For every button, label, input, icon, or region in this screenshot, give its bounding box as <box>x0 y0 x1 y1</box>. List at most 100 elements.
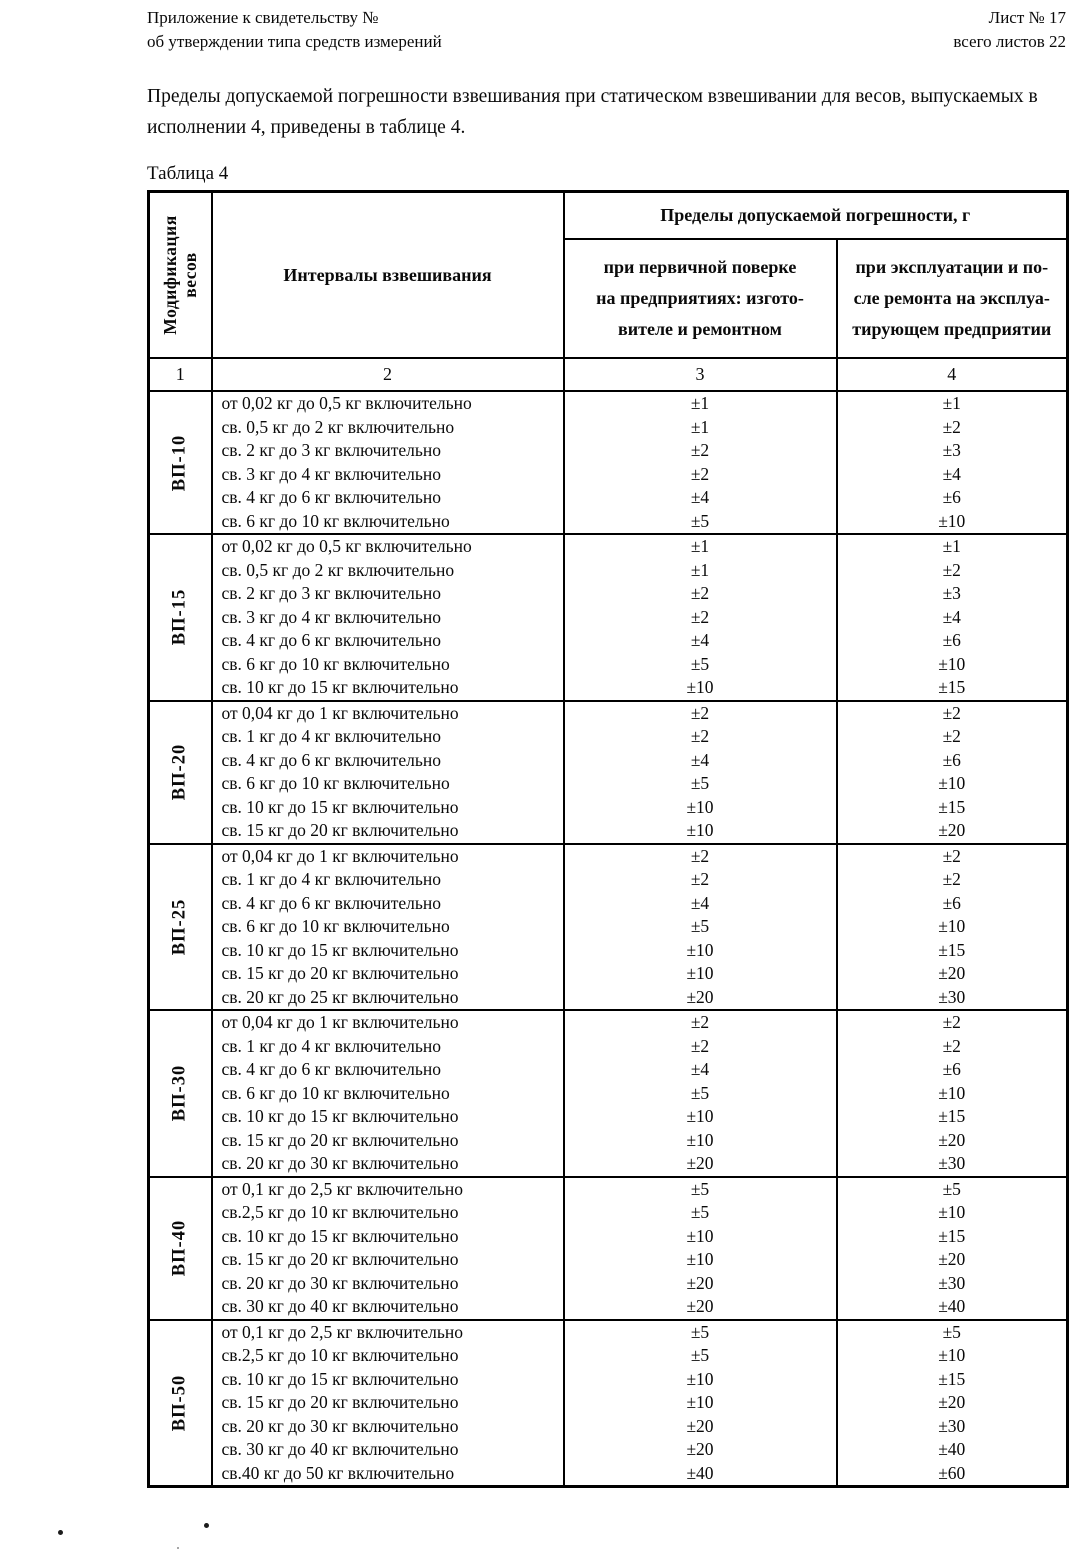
primary-error-value: ±1 <box>562 390 838 416</box>
operation-error-value: ±40 <box>835 1438 1069 1462</box>
interval-cell: от 0,1 кг до 2,5 кг включительно <box>210 1175 565 1201</box>
operation-error-value: ±6 <box>835 891 1069 915</box>
interval-cell: св. 6 кг до 10 кг включительно <box>210 1081 565 1105</box>
primary-error-value: ±5 <box>562 509 838 534</box>
operation-error-value: ±5 <box>835 1175 1069 1201</box>
scan-artifact-dot <box>204 1523 209 1528</box>
modification-label: ВП-10 <box>169 434 190 491</box>
table-row: ВП-20 от 0,04 кг до 1 кг включительно ±2 ±2 <box>147 699 1069 844</box>
operation-error-value: ±20 <box>835 1248 1069 1272</box>
primary-error-value: ±2 <box>562 842 838 868</box>
operation-error-value: ±2 <box>835 1034 1069 1058</box>
primary-error-value: ±10 <box>562 1105 838 1129</box>
interval-cell: св. 15 кг до 20 кг включительно <box>210 962 565 986</box>
column-number-1: 1 <box>147 357 213 392</box>
table-row: св. 15 кг до 20 кг включительно ±10 ±20 <box>149 1248 1069 1272</box>
interval-cell: св. 4 кг до 6 кг включительно <box>210 1058 565 1082</box>
operation-error-value: ±15 <box>835 676 1069 701</box>
interval-cell: св.2,5 кг до 10 кг включительно <box>210 1201 565 1225</box>
primary-error-value: ±10 <box>562 676 838 701</box>
operation-error-value: ±1 <box>835 390 1069 416</box>
table-row: св. 2 кг до 3 кг включительно ±2 ±3 <box>149 582 1069 606</box>
primary-error-value: ±20 <box>562 1414 838 1438</box>
table-row: ВП-40 от 0,1 кг до 2,5 кг включительно ±5 ±… <box>147 1175 1069 1320</box>
primary-error-value: ±40 <box>562 1461 838 1487</box>
primary-error-value: ±10 <box>562 819 838 844</box>
primary-error-value: ±4 <box>562 748 838 772</box>
primary-error-value: ±10 <box>562 1248 838 1272</box>
operation-error-value: ±15 <box>835 1367 1069 1391</box>
primary-error-value: ±2 <box>562 439 838 463</box>
interval-cell: св. 15 кг до 20 кг включительно <box>210 819 565 844</box>
primary-error-value: ±5 <box>562 915 838 939</box>
primary-error-value: ±5 <box>562 1201 838 1225</box>
primary-error-value: ±20 <box>562 1152 838 1177</box>
operation-error-value: ±3 <box>835 582 1069 606</box>
operation-error-value: ±5 <box>835 1318 1069 1344</box>
interval-cell: св. 4 кг до 6 кг включительно <box>210 748 565 772</box>
operation-error-value: ±2 <box>835 842 1069 868</box>
primary-error-value: ±5 <box>562 652 838 676</box>
primary-error-value: ±10 <box>562 962 838 986</box>
table-row: св. 4 кг до 6 кг включительно ±4 ±6 <box>149 748 1069 772</box>
interval-cell: св. 10 кг до 15 кг включительно <box>210 938 565 962</box>
operation-error-value: ±1 <box>835 533 1069 559</box>
modification-label: ВП-50 <box>169 1374 190 1431</box>
header-right: Лист № 17 всего листов 22 <box>953 6 1066 54</box>
primary-error-value: ±2 <box>562 582 838 606</box>
modification-cell: ВП-10 <box>147 390 213 534</box>
primary-error-value: ±1 <box>562 533 838 559</box>
modification-label: ВП-20 <box>169 743 190 801</box>
interval-cell: св. 6 кг до 10 кг включительно <box>210 772 565 796</box>
header-left-line2: об утверждении типа средств измерений <box>147 32 442 51</box>
interval-cell: от 0,02 кг до 0,5 кг включительно <box>210 533 565 559</box>
interval-cell: св. 6 кг до 10 кг включительно <box>210 652 565 676</box>
primary-error-value: ±2 <box>562 725 838 749</box>
primary-error-value: ±4 <box>562 486 838 510</box>
operation-error-value: ±10 <box>835 652 1069 676</box>
table-row: св. 20 кг до 30 кг включительно ±20 ±30 <box>149 1152 1069 1177</box>
operation-error-value: ±4 <box>835 605 1069 629</box>
table-row: св. 10 кг до 15 кг включительно ±10 ±15 <box>149 1105 1069 1129</box>
primary-error-value: ±4 <box>562 891 838 915</box>
intervals-header-cell: Интервалы взвешивания <box>210 190 565 359</box>
table-row: св. 2 кг до 3 кг включительно ±2 ±3 <box>149 439 1069 463</box>
primary-error-value: ±1 <box>562 415 838 439</box>
operation-error-value: ±4 <box>835 462 1069 486</box>
modification-label: ВП-15 <box>169 589 190 646</box>
primary-error-value: ±20 <box>562 1271 838 1295</box>
operation-error-value: ±2 <box>835 699 1069 725</box>
operation-error-value: ±20 <box>835 962 1069 986</box>
interval-cell: св. 20 кг до 30 кг включительно <box>210 1271 565 1295</box>
modification-label: ВП-30 <box>169 1065 190 1122</box>
table-row: св. 10 кг до 15 кг включительно ±10 ±15 <box>149 938 1069 962</box>
scan-artifact-dot <box>177 1547 179 1549</box>
operation-error-value: ±20 <box>835 1391 1069 1415</box>
page-header: Приложение к свидетельству № об утвержде… <box>147 6 1066 54</box>
table-row: св. 30 кг до 40 кг включительно ±20 ±40 <box>149 1438 1069 1462</box>
primary-error-value: ±4 <box>562 1058 838 1082</box>
intro-paragraph: Пределы допускаемой погрешности взвешива… <box>147 86 1038 138</box>
operation-error-value: ±2 <box>835 1009 1069 1035</box>
column-number-2: 2 <box>210 357 565 392</box>
interval-cell: св. 15 кг до 20 кг включительно <box>210 1391 565 1415</box>
table-row: св. 10 кг до 15 кг включительно ±10 ±15 <box>149 676 1069 701</box>
table-row: св. 20 кг до 30 кг включительно ±20 ±30 <box>149 1414 1069 1438</box>
operation-error-value: ±15 <box>835 1224 1069 1248</box>
operation-error-value: ±6 <box>835 486 1069 510</box>
primary-error-value: ±2 <box>562 1034 838 1058</box>
column-number-4: 4 <box>835 357 1069 392</box>
table-row: св. 10 кг до 15 кг включительно ±10 ±15 <box>149 1224 1069 1248</box>
table-caption: Таблица 4 <box>147 163 229 184</box>
sheet-number: Лист № 17 <box>988 8 1066 27</box>
primary-error-value: ±20 <box>562 1295 838 1320</box>
primary-error-value: ±5 <box>562 772 838 796</box>
interval-cell: св. 4 кг до 6 кг включительно <box>210 891 565 915</box>
table-row: св. 10 кг до 15 кг включительно ±10 ±15 <box>149 795 1069 819</box>
limits-group-header-cell: Пределы допускаемой погрешности, г <box>562 190 1069 240</box>
primary-error-value: ±10 <box>562 1391 838 1415</box>
operation-error-value: ±15 <box>835 1105 1069 1129</box>
interval-cell: от 0,1 кг до 2,5 кг включительно <box>210 1318 565 1344</box>
modification-label: ВП-25 <box>169 898 190 955</box>
primary-error-value: ±5 <box>562 1318 838 1344</box>
